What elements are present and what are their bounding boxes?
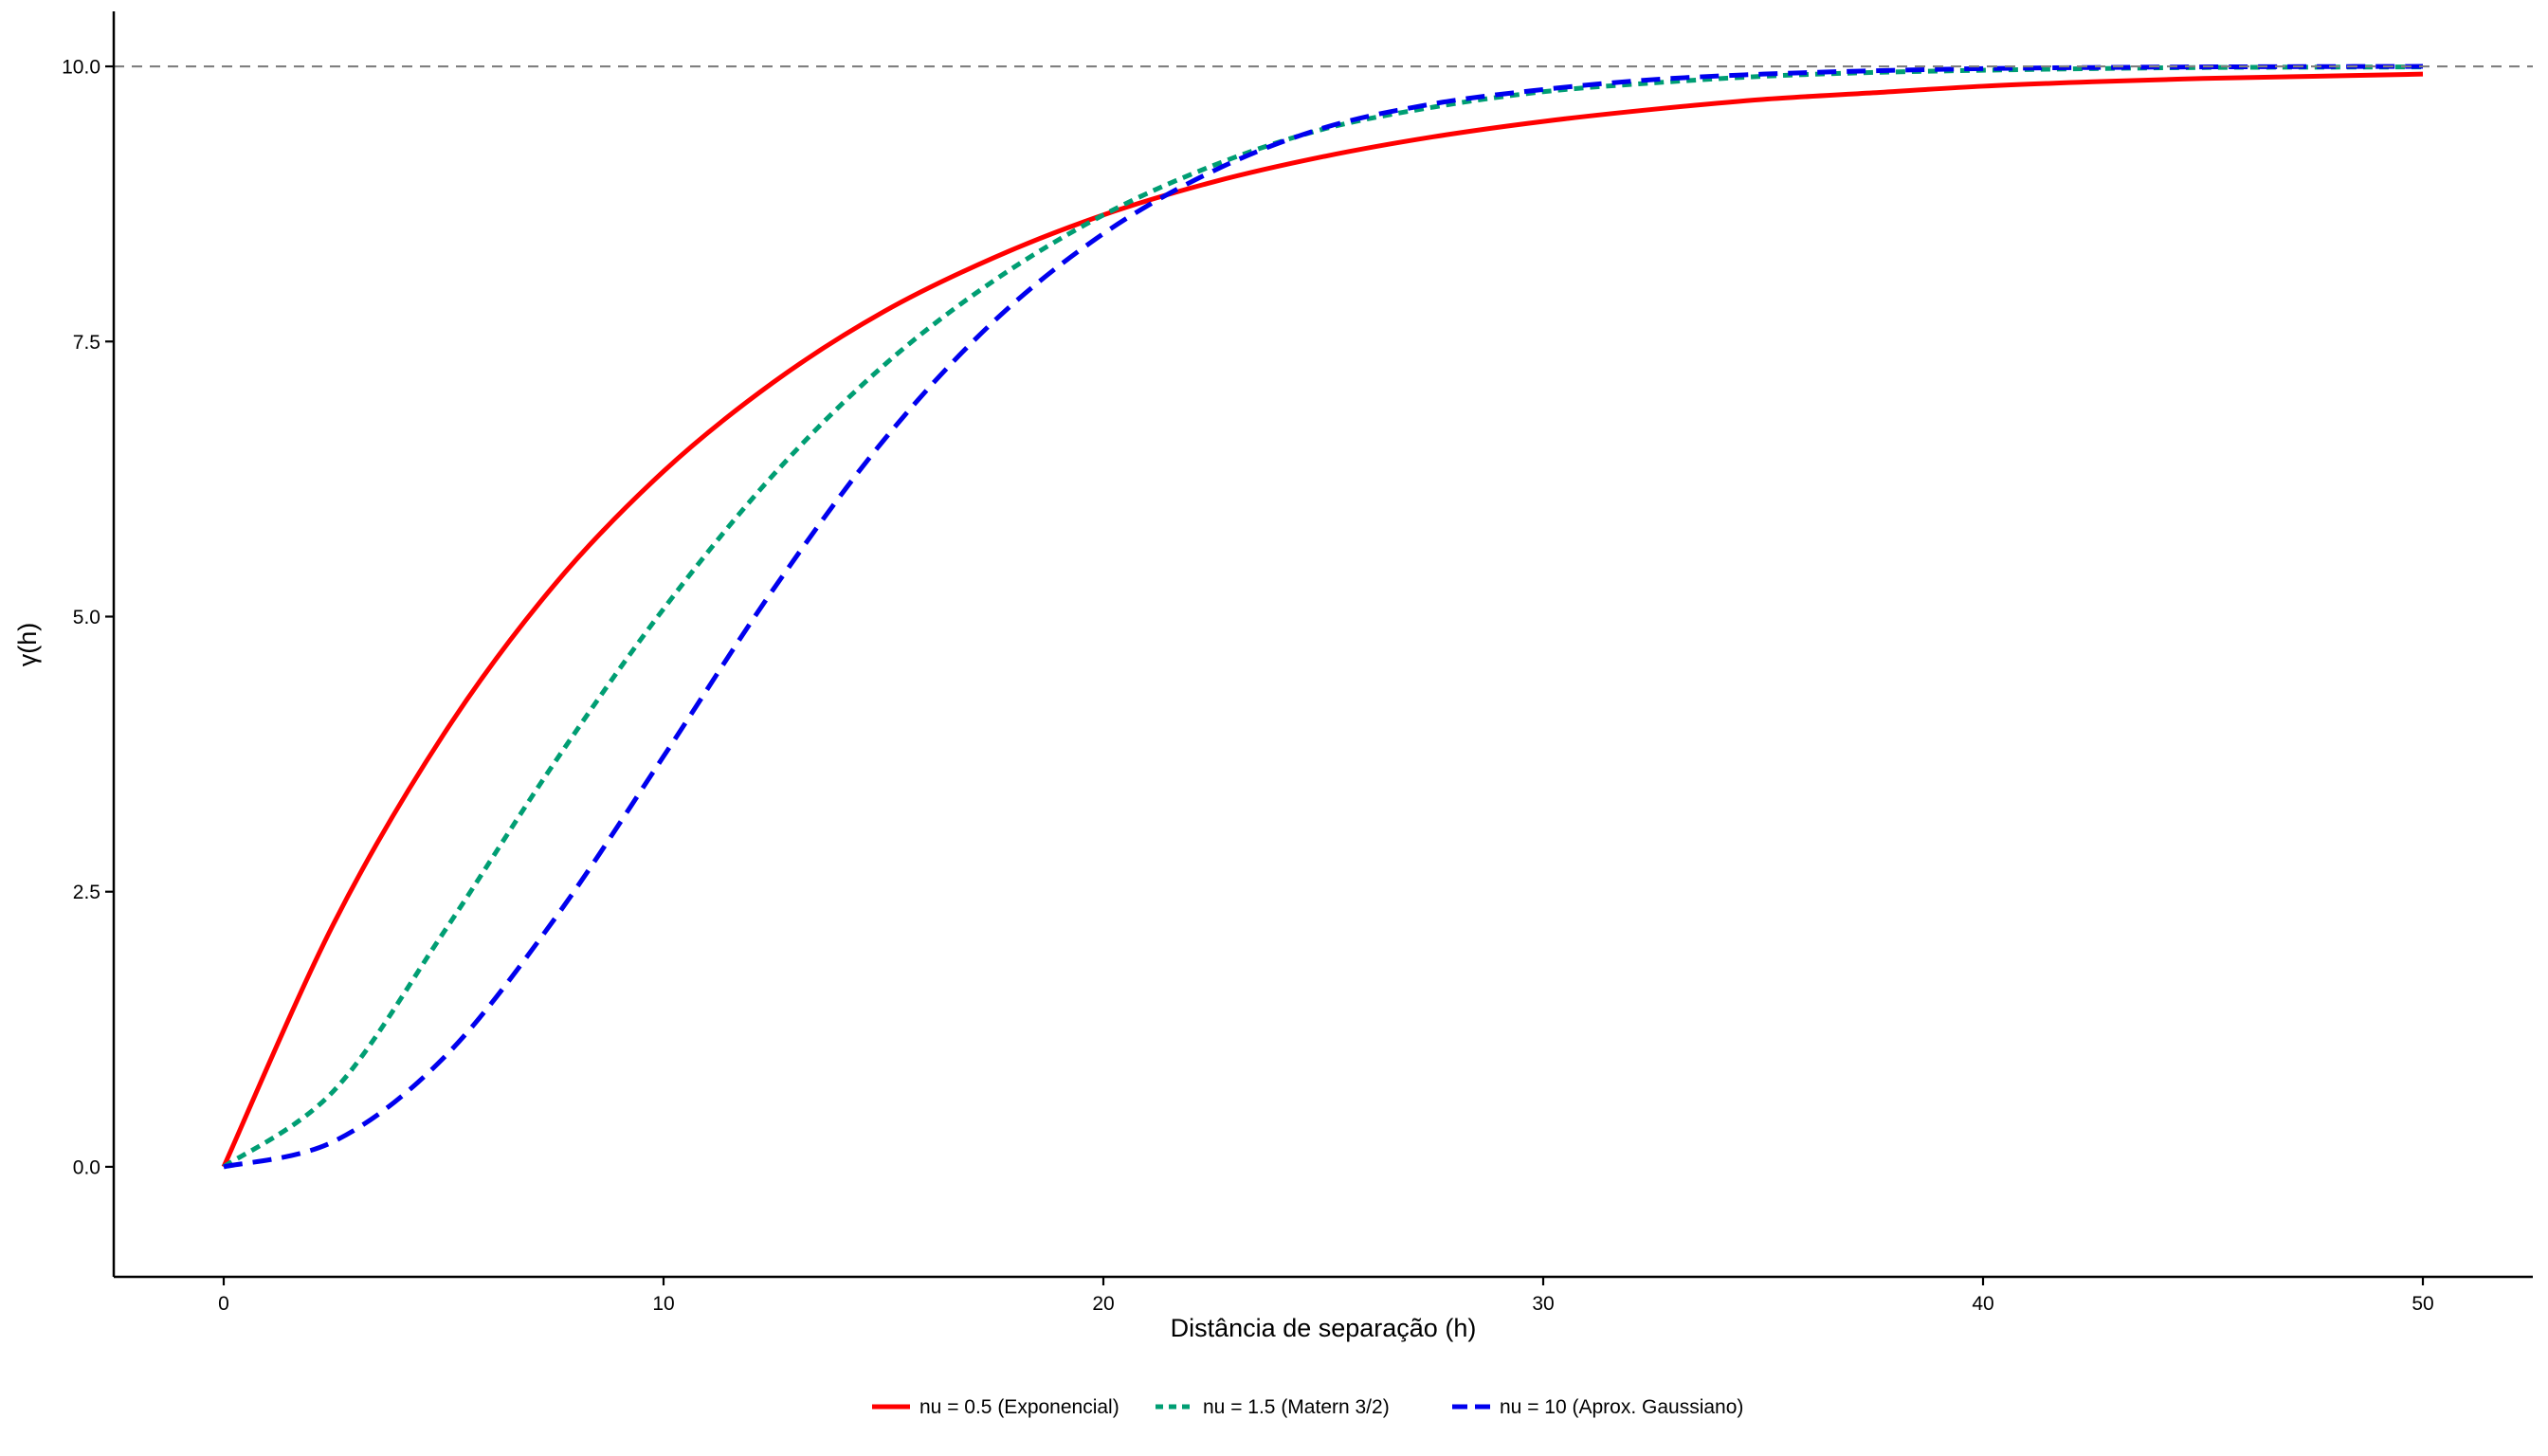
x-axis-title: Distância de separação (h) bbox=[1171, 1314, 1477, 1342]
x-tick-label: 40 bbox=[1972, 1293, 1993, 1315]
x-ticks: 0 10 20 30 40 50 bbox=[218, 1277, 2434, 1315]
legend-label-2: nu = 1.5 (Matern 3/2) bbox=[1203, 1396, 1390, 1418]
series-line-3 bbox=[223, 64, 2424, 1170]
x-tick-label: 50 bbox=[2412, 1293, 2433, 1315]
x-tick-label: 20 bbox=[1092, 1293, 1114, 1315]
y-tick-label: 2.5 bbox=[73, 882, 100, 903]
y-ticks: 0.0 2.5 5.0 7.5 10.0 bbox=[62, 57, 114, 1178]
x-tick-label: 10 bbox=[652, 1293, 674, 1315]
y-axis-title: γ(h) bbox=[13, 623, 42, 667]
y-tick-label: 5.0 bbox=[73, 607, 100, 628]
y-tick-label: 7.5 bbox=[73, 332, 100, 354]
x-tick-label: 30 bbox=[1532, 1293, 1554, 1315]
legend-label-3: nu = 10 (Aprox. Gaussiano) bbox=[1500, 1396, 1743, 1418]
series-layer bbox=[221, 64, 2424, 1170]
legend: nu = 0.5 (Exponencial) nu = 1.5 (Matern 3… bbox=[872, 1396, 1743, 1418]
x-tick-label: 0 bbox=[218, 1293, 229, 1315]
series-line-1 bbox=[221, 71, 2424, 1168]
y-tick-label: 10.0 bbox=[62, 57, 100, 79]
y-tick-label: 0.0 bbox=[73, 1156, 100, 1178]
legend-label-1: nu = 0.5 (Exponencial) bbox=[919, 1396, 1119, 1418]
